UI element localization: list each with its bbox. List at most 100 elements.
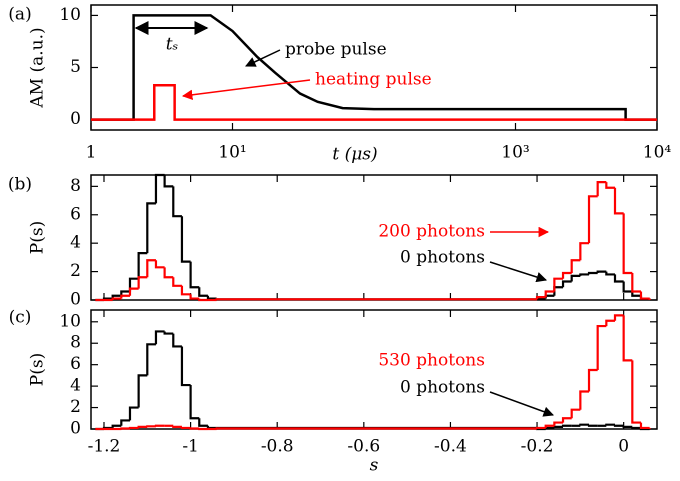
histogram-bin xyxy=(128,406,139,421)
y-tick-label: 8 xyxy=(70,333,81,353)
histogram-bin xyxy=(622,281,633,293)
panel-label: (a) xyxy=(8,5,31,25)
histogram-bin xyxy=(189,261,200,289)
histogram-bin xyxy=(198,287,208,297)
histogram-bin xyxy=(631,273,641,293)
annotation-arrow xyxy=(489,391,554,417)
series-label: probe pulse xyxy=(285,40,387,60)
histogram-bin xyxy=(544,294,555,299)
y-axis-label: P(s) xyxy=(28,221,48,254)
line-series xyxy=(91,83,657,121)
histogram-bin xyxy=(622,213,633,275)
histogram-bin xyxy=(154,173,165,204)
histogram-bin xyxy=(587,195,598,244)
x-tick-label: 10⁴ xyxy=(643,143,672,163)
y-tick-label: 10 xyxy=(59,5,81,25)
histogram-bin xyxy=(587,424,598,427)
histogram-bin xyxy=(154,330,165,345)
histogram-bin xyxy=(137,425,148,428)
histogram-bin xyxy=(579,423,590,426)
histogram-bin xyxy=(639,422,650,430)
histogram-bin xyxy=(172,425,182,428)
panel-label: (c) xyxy=(9,308,32,328)
annotation-arrow xyxy=(181,79,311,101)
histogram-bin xyxy=(189,385,200,420)
y-tick-label: 6 xyxy=(70,354,81,374)
histogram-bin xyxy=(596,324,607,371)
histogram-bin xyxy=(553,277,564,292)
histogram-bin xyxy=(605,423,615,426)
histogram-bin xyxy=(128,277,139,292)
histogram-bin xyxy=(570,259,581,274)
x-tick-label: -0.8 xyxy=(261,437,294,457)
histogram-bin xyxy=(579,390,590,410)
histogram-bin xyxy=(206,295,217,300)
y-tick-label: 0 xyxy=(70,419,81,439)
y-tick-label: 6 xyxy=(70,204,81,224)
x-tick-label: -1 xyxy=(182,437,199,457)
y-tick-label: 4 xyxy=(70,233,81,253)
x-tick-label: 0 xyxy=(618,437,629,457)
histogram-bin xyxy=(544,426,555,430)
y-tick-label: 0 xyxy=(70,109,81,129)
x-tick-label: -0.6 xyxy=(347,437,380,457)
y-axis-label: AM (a.u.) xyxy=(28,27,48,108)
histogram-bin xyxy=(613,274,624,283)
histogram-bin xyxy=(570,408,581,419)
histogram-bin xyxy=(535,296,546,300)
histogram-bin xyxy=(553,421,564,426)
histogram-bin xyxy=(613,187,624,215)
series-label: 530 photons xyxy=(378,351,485,371)
histogram-bin xyxy=(535,297,546,300)
y-tick-label: 2 xyxy=(70,397,81,417)
x-tick-label: 10¹ xyxy=(218,143,246,163)
histogram-bin xyxy=(215,298,538,301)
histogram-bin xyxy=(215,427,538,430)
histogram-bin xyxy=(189,427,200,430)
histogram-bin xyxy=(163,175,174,188)
annotation: tₛ xyxy=(166,35,179,55)
histogram-bin xyxy=(579,273,590,276)
histogram-bin xyxy=(172,333,182,348)
y-axis-label: P(s) xyxy=(28,353,48,386)
histogram-bin xyxy=(631,360,641,424)
series-label: 0 photons xyxy=(400,378,485,398)
x-tick-label: -0.4 xyxy=(434,437,467,457)
histogram-bin xyxy=(111,424,122,428)
histogram-bin xyxy=(570,274,581,282)
histogram-bin xyxy=(198,427,208,431)
series-label: heating pulse xyxy=(315,70,432,90)
histogram-bin xyxy=(137,252,148,279)
histogram-bin xyxy=(596,181,607,197)
histogram-bin xyxy=(587,368,598,392)
histogram-bin xyxy=(180,216,191,263)
histogram-bin xyxy=(111,297,122,300)
histogram-bin xyxy=(561,280,572,288)
histogram-bin xyxy=(180,346,191,387)
y-tick-label: 4 xyxy=(70,376,81,396)
histogram-bin xyxy=(553,425,564,428)
y-tick-label: 2 xyxy=(70,261,81,281)
histogram-bin xyxy=(596,270,607,274)
histogram-bin xyxy=(146,202,156,254)
panel-label: (b) xyxy=(8,175,32,195)
histogram-bin xyxy=(154,424,165,427)
histogram-bin xyxy=(631,291,641,297)
y-tick-label: 0 xyxy=(70,290,81,310)
histogram-bin xyxy=(587,271,598,275)
histogram-bin xyxy=(120,290,130,296)
histogram-bin xyxy=(154,260,165,269)
histogram-bin xyxy=(622,315,633,362)
histogram-bin xyxy=(639,291,650,300)
x-axis-label: t (μs) xyxy=(332,145,377,165)
histogram-bin xyxy=(206,425,217,430)
histogram-bin xyxy=(189,294,200,300)
histogram-bin xyxy=(172,277,182,287)
x-tick-label: -0.2 xyxy=(521,437,554,457)
series-label: 200 photons xyxy=(378,222,485,242)
series-label: 0 photons xyxy=(400,248,485,268)
histogram-bin xyxy=(605,319,615,327)
histogram-bin xyxy=(535,426,546,430)
histogram-bin xyxy=(198,298,208,302)
